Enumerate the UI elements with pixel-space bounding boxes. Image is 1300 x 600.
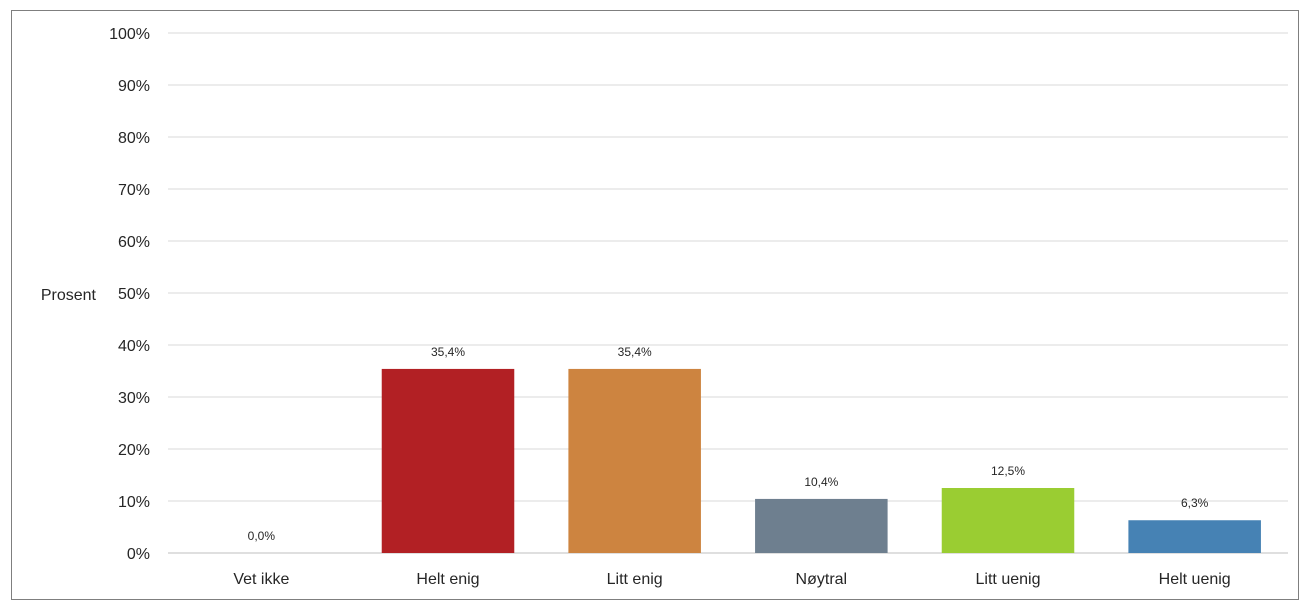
data-label: 6,3% xyxy=(1181,496,1209,510)
gridlines xyxy=(168,33,1288,553)
x-category-label: Litt uenig xyxy=(976,571,1041,588)
x-axis-categories: Vet ikke Helt enig Litt enig Nøytral Litt ue… xyxy=(233,571,1230,588)
y-tick-label: 50% xyxy=(118,286,150,303)
y-tick-label: 10% xyxy=(118,494,150,511)
y-tick-label: 0% xyxy=(127,546,150,563)
y-tick-label: 80% xyxy=(118,130,150,147)
y-axis-label: Prosent xyxy=(41,287,97,304)
data-label: 35,4% xyxy=(431,345,465,359)
y-tick-label: 40% xyxy=(118,338,150,355)
y-tick-label: 70% xyxy=(118,182,150,199)
y-tick-label: 30% xyxy=(118,390,150,407)
y-tick-label: 100% xyxy=(109,26,150,43)
x-category-label: Vet ikke xyxy=(233,571,289,588)
x-category-label: Nøytral xyxy=(796,571,848,588)
bar xyxy=(1128,520,1261,553)
y-tick-label: 90% xyxy=(118,78,150,95)
bar xyxy=(382,369,515,553)
x-category-label: Helt uenig xyxy=(1159,571,1231,588)
data-label: 35,4% xyxy=(618,345,652,359)
bar xyxy=(568,369,701,553)
data-label: 10,4% xyxy=(804,475,838,489)
x-category-label: Litt enig xyxy=(607,571,663,588)
y-tick-label: 60% xyxy=(118,234,150,251)
bar xyxy=(942,488,1075,553)
data-label: 12,5% xyxy=(991,464,1025,478)
y-tick-label: 20% xyxy=(118,442,150,459)
bar xyxy=(755,499,888,553)
x-category-label: Helt enig xyxy=(416,571,479,588)
y-axis-ticks: 0% 10% 20% 30% 40% 50% 60% 70% 80% 90% 100% xyxy=(109,26,150,563)
data-label: 0,0% xyxy=(248,529,276,543)
